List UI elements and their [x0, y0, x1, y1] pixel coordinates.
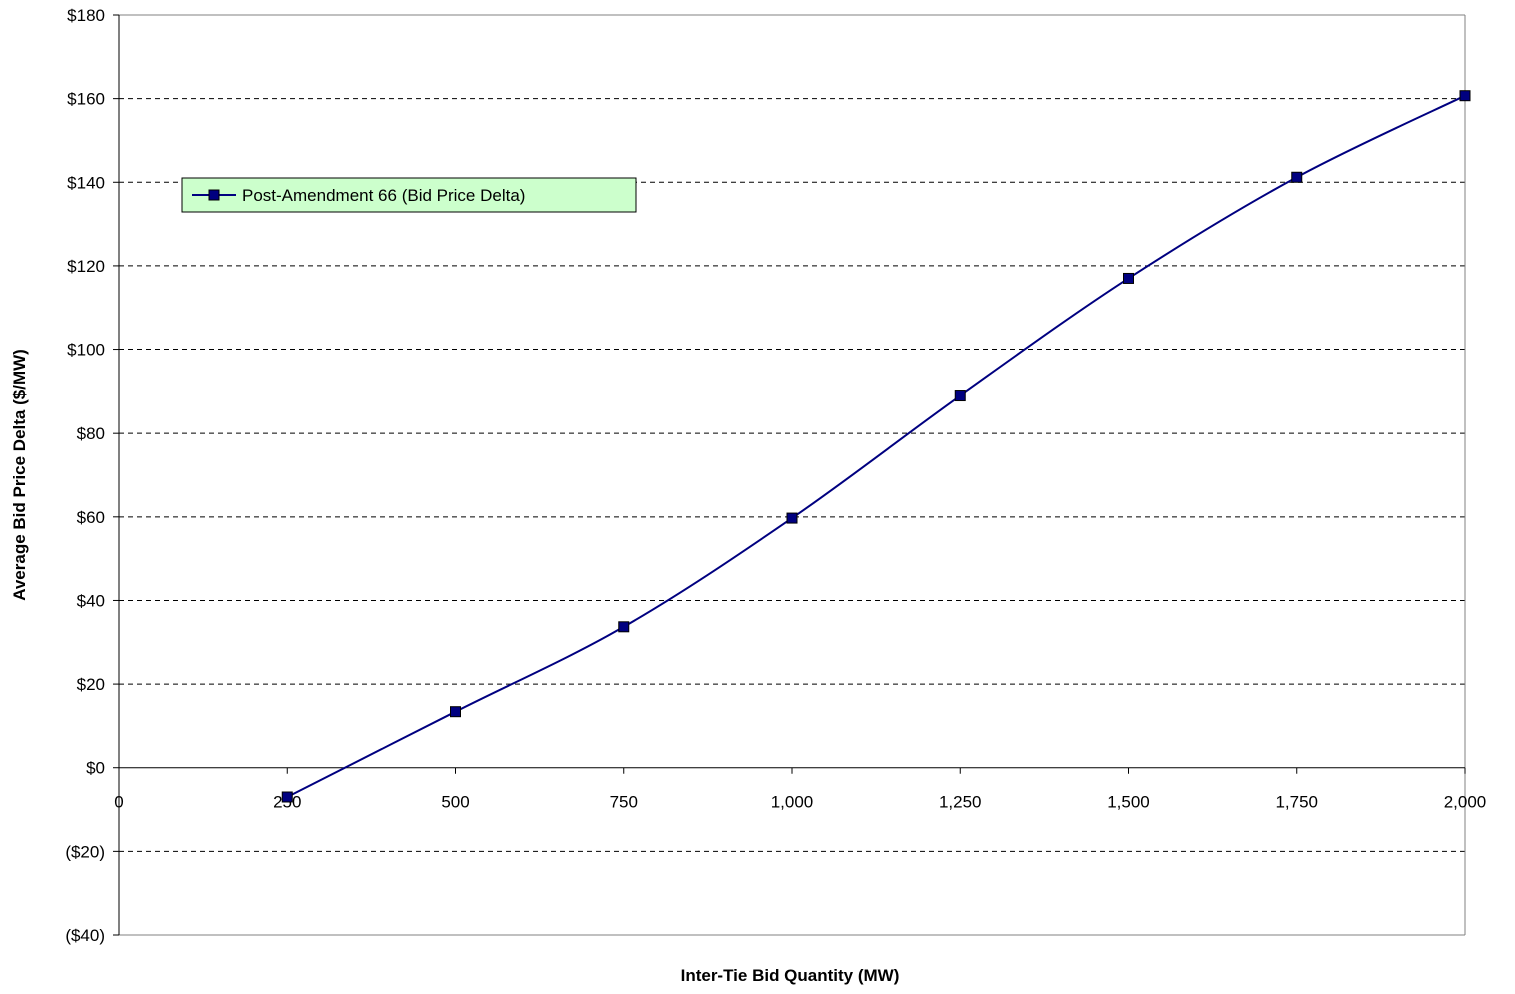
series-line	[286, 94, 1466, 798]
x-tick-label: 0	[114, 793, 123, 812]
y-tick-label: $100	[67, 341, 105, 360]
y-tick-label: ($40)	[65, 926, 105, 945]
data-point-marker	[954, 390, 966, 402]
y-tick-label: $120	[67, 257, 105, 276]
legend-marker-square-icon	[208, 189, 220, 201]
y-tick-label: $160	[67, 90, 105, 109]
data-point-marker	[281, 791, 293, 803]
y-tick-label: $20	[77, 675, 105, 694]
data-point-marker	[618, 621, 630, 633]
x-tick-label: 500	[441, 793, 469, 812]
x-tick-label: 2,000	[1444, 793, 1487, 812]
x-tick-label: 1,000	[771, 793, 814, 812]
data-point-marker	[1291, 171, 1303, 183]
data-point-marker	[450, 706, 461, 718]
x-tick-label: 1,250	[939, 793, 982, 812]
data-point-marker	[786, 512, 798, 524]
data-point-marker	[1459, 90, 1471, 102]
x-tick-label: 1,500	[1107, 793, 1150, 812]
y-tick-label: $180	[67, 6, 105, 25]
legend-label: Post-Amendment 66 (Bid Price Delta)	[242, 186, 525, 205]
y-tick-label: $0	[86, 759, 105, 778]
legend-box	[181, 177, 637, 213]
y-tick-label: ($20)	[65, 842, 105, 861]
x-tick-label: 1,750	[1275, 793, 1318, 812]
x-tick-label: 750	[610, 793, 638, 812]
y-tick-label: $60	[77, 508, 105, 527]
y-tick-labels: ($40) ($20) $0 $20 $40 $60 $80 $100 $120 $140 $160…	[65, 6, 105, 945]
y-tick-label: $40	[77, 591, 105, 610]
y-axis-title: Average Bid Price Delta ($/MW)	[10, 349, 29, 601]
x-axis-title: Inter-Tie Bid Quantity (MW)	[681, 966, 900, 985]
y-tick-label: $80	[77, 424, 105, 443]
series-layer	[281, 90, 1471, 803]
data-point-marker	[1123, 272, 1134, 284]
legend: Post-Amendment 66 (Bid Price Delta)	[181, 177, 637, 213]
y-tick-label: $140	[67, 173, 105, 192]
